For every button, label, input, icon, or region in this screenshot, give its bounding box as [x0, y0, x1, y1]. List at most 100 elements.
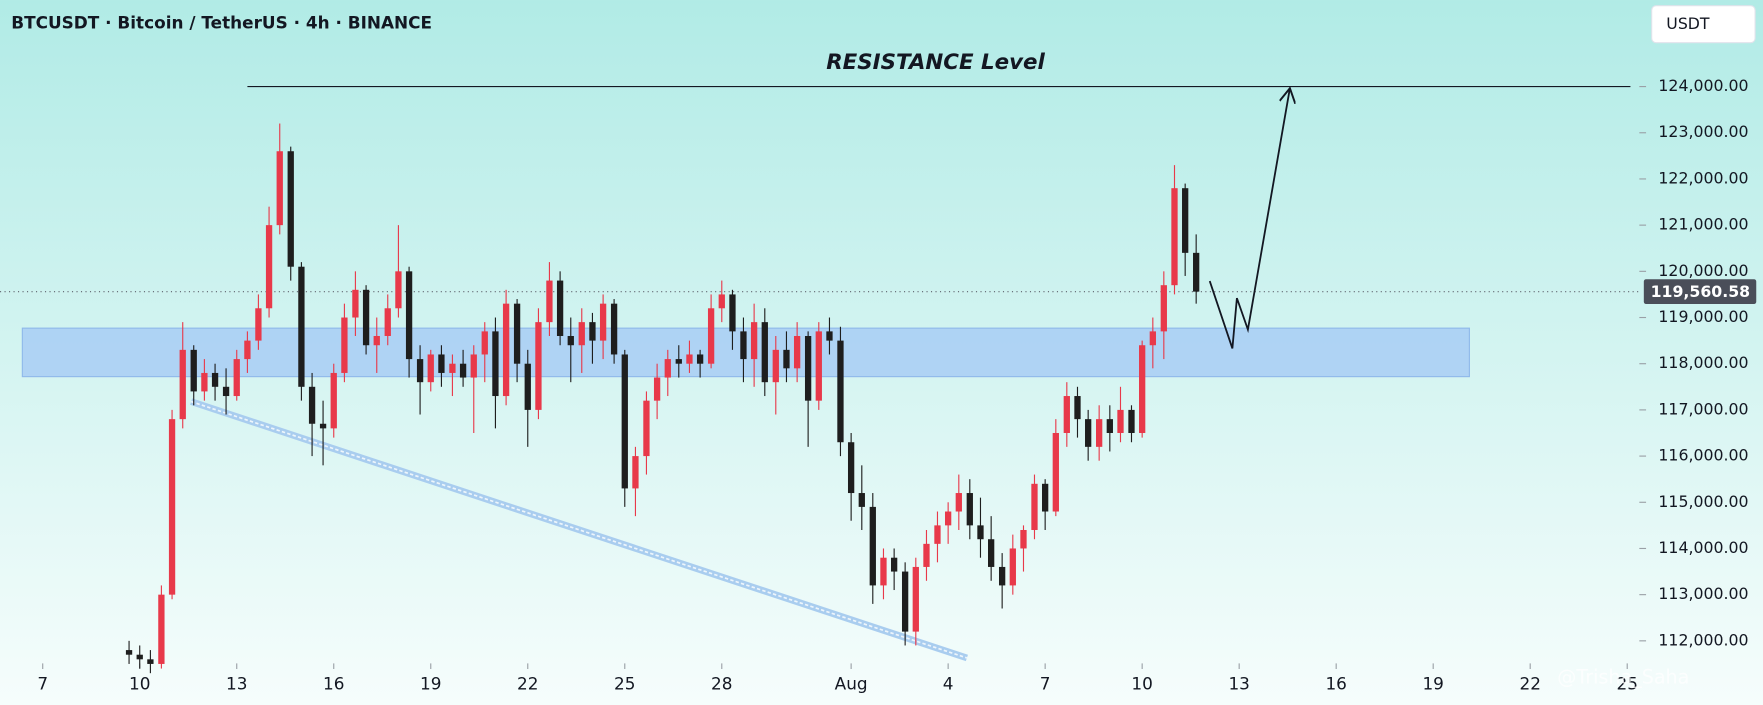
candle-body [977, 525, 984, 540]
x-tick-label: 10 [129, 674, 150, 694]
candle-body [804, 335, 812, 401]
x-tick-label: 7 [37, 674, 48, 694]
candle-body [211, 372, 219, 387]
candle-body [1085, 419, 1092, 447]
candle-body [1031, 483, 1038, 530]
candle-body [265, 225, 273, 309]
candle-body [1182, 188, 1189, 253]
candle-body [998, 566, 1006, 586]
x-tick-label: 7 [1040, 674, 1051, 694]
candle-body [1096, 419, 1103, 447]
candle-body [1042, 483, 1049, 512]
trendline-edge [190, 400, 968, 659]
candle-body [427, 354, 434, 383]
candle-body [923, 543, 930, 567]
candle-body [395, 271, 402, 309]
candle-body [136, 654, 143, 660]
y-tick-label: 124,000.00 [1658, 76, 1748, 95]
candle-body [125, 650, 133, 655]
candle-body [384, 308, 391, 336]
candle-body [675, 359, 682, 364]
candle-body [158, 594, 165, 664]
candle-body [190, 349, 197, 392]
candle-body [632, 456, 639, 489]
candle-body [1106, 419, 1113, 433]
y-tick-label: 120,000.00 [1658, 261, 1748, 280]
candle-body [222, 386, 230, 397]
candle-body [1160, 285, 1167, 332]
candle-body [449, 363, 456, 373]
candle-body [772, 349, 779, 383]
candle-body [1139, 345, 1146, 433]
candle-body [664, 359, 671, 378]
y-tick-label: 116,000.00 [1658, 446, 1748, 465]
candle-body [718, 294, 725, 309]
candle-body [556, 280, 564, 336]
candle-body [912, 566, 919, 632]
candle-body [1117, 409, 1124, 433]
candle-body [944, 511, 952, 526]
candle-body [352, 289, 359, 318]
candle-body [1149, 331, 1156, 346]
candle-body [686, 354, 693, 364]
candle-body [276, 151, 283, 226]
x-tick-label: Aug [835, 674, 868, 694]
y-tick-label: 115,000.00 [1658, 492, 1748, 511]
candle-body [481, 331, 488, 355]
candle-body [858, 493, 865, 507]
candle-body [988, 539, 995, 567]
x-tick-label: 19 [420, 674, 441, 694]
candle-body [524, 363, 531, 410]
x-tick-label: 16 [323, 674, 344, 694]
candle-body [793, 335, 801, 369]
y-tick-label: 118,000.00 [1658, 353, 1748, 372]
candle-body [535, 322, 542, 410]
candle-body [502, 303, 510, 397]
x-tick-label: 28 [711, 674, 732, 694]
candle-body [330, 372, 337, 429]
candle-body [1074, 396, 1081, 420]
candle-body [492, 331, 499, 397]
candle-body [578, 322, 585, 346]
x-tick-label: 13 [226, 674, 247, 694]
candle-body [179, 349, 186, 420]
candle-body [901, 571, 909, 632]
candle-body [966, 493, 973, 526]
candle-body [255, 308, 262, 341]
candle-body [513, 303, 521, 364]
candle-body [815, 331, 822, 401]
x-tick-label: 22 [1519, 674, 1540, 694]
x-tick-label: 22 [517, 674, 538, 694]
candle-body [567, 335, 574, 346]
candle-body [201, 372, 208, 392]
candle-body [955, 493, 962, 512]
candle-body [341, 317, 348, 373]
candle-body [1193, 252, 1200, 292]
candle-body [696, 354, 704, 364]
candle-body [438, 354, 445, 373]
chart-title: BTCUSDT · Bitcoin / TetherUS · 4h · BINA… [11, 13, 432, 33]
last-price-tag [1643, 279, 1757, 304]
currency-button[interactable] [1651, 5, 1756, 44]
candle-body [1020, 529, 1027, 549]
candle-body [761, 322, 768, 383]
candle-body [621, 354, 628, 489]
y-tick-label: 121,000.00 [1658, 215, 1748, 234]
candle-body [847, 442, 855, 494]
x-tick-label: 25 [614, 674, 635, 694]
x-tick-label: 25 [1616, 674, 1637, 694]
candle-body [319, 423, 327, 429]
candle-body [1063, 396, 1070, 433]
candle-body [869, 506, 876, 586]
candle-body [546, 280, 553, 323]
candle-body [1171, 188, 1178, 286]
x-tick-label: 16 [1325, 674, 1346, 694]
x-tick-label: 13 [1228, 674, 1249, 694]
candle-body [890, 557, 898, 572]
candle-body [589, 322, 596, 341]
candle-body [416, 359, 424, 383]
y-tick-label: 123,000.00 [1658, 122, 1748, 141]
projection-path [1208, 90, 1290, 349]
plot-area: 112,000.00 113,000.00 114,000.00 115,000.00… [0, 50, 1757, 694]
